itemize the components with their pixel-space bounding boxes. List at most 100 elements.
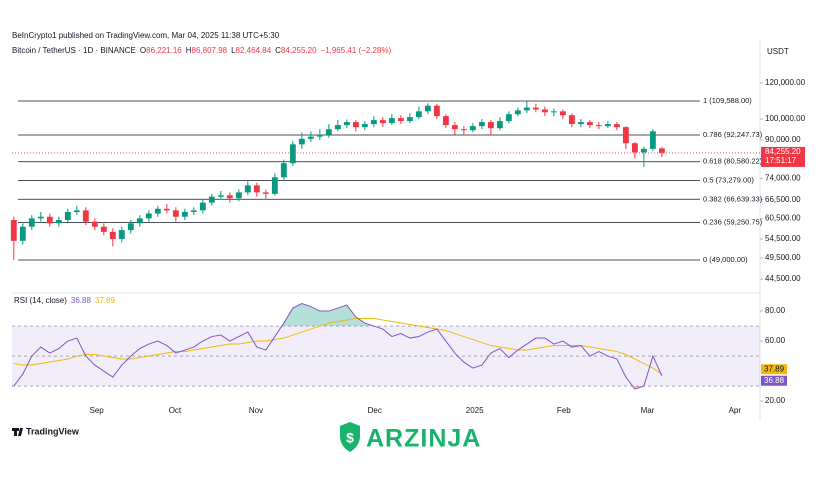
- fib-level-label: 0.618 (80,580.22): [703, 157, 763, 166]
- candle-body: [595, 125, 602, 127]
- candle-body: [244, 185, 251, 193]
- candle-body: [514, 110, 521, 115]
- countdown: 17:51:17: [765, 156, 797, 165]
- rsi-title: RSI (14, close): [14, 296, 67, 305]
- x-tick-label: Apr: [729, 406, 742, 415]
- candle-body: [325, 129, 332, 135]
- candle-body: [613, 124, 620, 128]
- candle-body: [208, 196, 215, 203]
- rsi-legend-value: 36.88: [71, 296, 92, 305]
- x-tick-label: 2025: [466, 406, 484, 415]
- candle-body: [370, 120, 377, 125]
- candle-body: [658, 148, 665, 153]
- ohlc-key: L: [231, 46, 236, 55]
- candle-body: [604, 124, 611, 127]
- candle-body: [253, 185, 260, 193]
- candle-body: [586, 122, 593, 126]
- candle-body: [433, 105, 440, 117]
- ohlc-key: C: [275, 46, 281, 55]
- x-tick-label: Nov: [249, 406, 263, 415]
- y-tick-label: 49,500.00: [765, 253, 801, 262]
- candle-body: [460, 129, 467, 131]
- fib-level-label: 0.236 (59,250.75): [703, 217, 763, 226]
- overbought-fill: [13, 303, 662, 327]
- fib-level-label: 0.786 (92,247.73): [703, 130, 763, 139]
- y-tick-label: 60.00: [765, 336, 786, 345]
- candle-body: [172, 210, 179, 217]
- value-box: [761, 375, 787, 386]
- candle-body: [316, 134, 323, 137]
- candle-body: [55, 220, 62, 224]
- fib-level-label: 0.382 (66,639.33): [703, 194, 763, 203]
- candle-body: [37, 216, 44, 219]
- candle-body: [190, 210, 197, 212]
- ohlc-value: 82,464.84: [236, 46, 272, 55]
- candle-body: [559, 111, 566, 116]
- y-tick-label: 90,000.00: [765, 135, 801, 144]
- fib-level-label: 0.5 (73,279.00): [703, 175, 754, 184]
- ohlc-value: 86,807.98: [192, 46, 228, 55]
- candle-body: [424, 105, 431, 112]
- tv-logo-text: TradingView: [26, 426, 80, 436]
- logo-shield: [340, 422, 360, 452]
- last-price-box: [761, 146, 805, 167]
- candle-body: [10, 220, 17, 241]
- rsi-line: [13, 318, 663, 375]
- ohlc-key: H: [186, 46, 192, 55]
- candle-body: [577, 122, 584, 125]
- x-tick-label: Mar: [641, 406, 655, 415]
- candle-body: [262, 192, 269, 194]
- candle-body: [298, 138, 305, 145]
- candle-body: [406, 117, 413, 122]
- watermark: ARZINJA: [366, 425, 481, 453]
- candle-body: [82, 210, 89, 222]
- candle-body: [442, 116, 449, 126]
- candle-body: [118, 230, 125, 239]
- candle-body: [379, 120, 386, 124]
- candle-body: [181, 211, 188, 217]
- y-tick-label: 20.00: [765, 396, 786, 405]
- y-tick-label: 80.00: [765, 306, 786, 315]
- candle-body: [415, 111, 422, 118]
- candle-body: [271, 177, 278, 194]
- rsi-legend: RSI (14, close) 36.88 37.89: [14, 296, 116, 305]
- ohlc-key: O: [140, 46, 146, 55]
- candle-body: [397, 118, 404, 122]
- symbol-legend: Bitcoin / TetherUS · 1D · BINANCE O86,221…: [12, 46, 392, 55]
- candle-body: [469, 126, 476, 131]
- candle-body: [28, 218, 35, 227]
- candle-body: [235, 192, 242, 199]
- candle-body: [109, 231, 116, 239]
- y-tick-label: 120,000.00: [765, 78, 806, 87]
- candle-body: [505, 114, 512, 122]
- candle-body: [541, 109, 548, 113]
- candle-body: [343, 122, 350, 126]
- y-tick-label: 100,000.00: [765, 114, 806, 123]
- value-box: [761, 364, 787, 375]
- value-box-label: 36.88: [764, 376, 785, 385]
- x-tick-label: Oct: [169, 406, 182, 415]
- symbol: Bitcoin / TetherUS · 1D · BINANCE: [12, 46, 136, 55]
- candle-body: [73, 210, 80, 212]
- candle-body: [451, 125, 458, 130]
- y-tick-label: 60,500.00: [765, 213, 801, 222]
- rsi-line: [13, 303, 663, 390]
- candle-body: [226, 195, 233, 199]
- candle-body: [361, 124, 368, 128]
- y-tick-label: 66,500.00: [765, 195, 801, 204]
- candle-body: [478, 122, 485, 127]
- candle-body: [631, 143, 638, 153]
- candle-body: [487, 122, 494, 129]
- candle-body: [622, 127, 629, 144]
- rsi-legend-value: 37.89: [95, 296, 116, 305]
- candle-body: [64, 211, 71, 221]
- candle-body: [334, 125, 341, 130]
- candle-body: [523, 107, 530, 111]
- candle-body: [568, 115, 575, 125]
- candle-body: [640, 148, 647, 153]
- logo-symbol: $: [346, 430, 354, 446]
- attribution: BeInCrypto1 published on TradingView.com…: [12, 31, 280, 40]
- candle-body: [127, 223, 134, 231]
